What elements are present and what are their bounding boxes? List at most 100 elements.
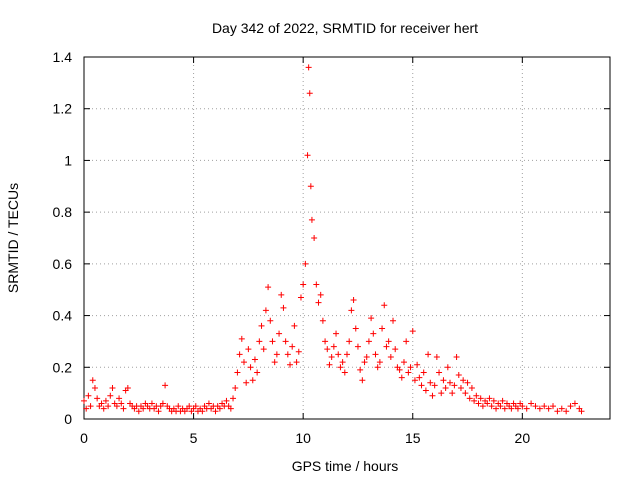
data-point bbox=[431, 382, 438, 389]
data-point bbox=[113, 403, 120, 410]
data-point bbox=[98, 400, 105, 407]
data-point bbox=[247, 364, 254, 371]
grid-lines bbox=[84, 57, 610, 419]
data-point bbox=[230, 395, 237, 402]
data-point bbox=[462, 390, 469, 397]
data-point bbox=[295, 348, 302, 355]
data-point bbox=[227, 405, 234, 412]
data-point bbox=[400, 359, 407, 366]
data-point bbox=[322, 338, 329, 345]
data-point bbox=[348, 307, 355, 314]
data-point bbox=[433, 353, 440, 360]
data-point bbox=[381, 302, 388, 309]
data-point bbox=[440, 377, 447, 384]
data-point bbox=[563, 408, 570, 415]
y-tick-label: 0.6 bbox=[53, 256, 73, 272]
x-tick-label: 10 bbox=[295, 430, 311, 446]
data-point bbox=[102, 397, 109, 404]
data-point bbox=[341, 369, 348, 376]
data-point bbox=[100, 405, 107, 412]
data-point bbox=[284, 351, 291, 358]
data-point bbox=[120, 405, 127, 412]
data-point bbox=[519, 403, 526, 410]
data-point bbox=[414, 361, 421, 368]
data-point bbox=[409, 328, 416, 335]
y-tick-label: 0.2 bbox=[53, 359, 73, 375]
data-point bbox=[455, 372, 462, 379]
data-point bbox=[436, 369, 443, 376]
data-point bbox=[287, 361, 294, 368]
data-point bbox=[118, 400, 125, 407]
x-axis-label: GPS time / hours bbox=[292, 458, 399, 474]
data-point bbox=[251, 356, 258, 363]
data-point bbox=[302, 260, 309, 267]
data-point bbox=[466, 395, 473, 402]
data-point bbox=[416, 374, 423, 381]
data-point bbox=[330, 343, 337, 350]
data-point bbox=[429, 392, 436, 399]
data-point bbox=[387, 353, 394, 360]
data-point bbox=[232, 384, 239, 391]
data-point bbox=[212, 408, 219, 415]
chart-title: Day 342 of 2022, SRMTID for receiver her… bbox=[212, 20, 478, 36]
data-point bbox=[216, 405, 223, 412]
data-point bbox=[550, 403, 557, 410]
data-point bbox=[269, 338, 276, 345]
data-point bbox=[501, 405, 508, 412]
data-point bbox=[346, 338, 353, 345]
y-tick-label: 0.4 bbox=[53, 308, 73, 324]
data-point bbox=[260, 346, 267, 353]
data-point bbox=[497, 403, 504, 410]
data-point bbox=[571, 400, 578, 407]
y-tick-label: 0 bbox=[64, 411, 72, 427]
data-point bbox=[350, 297, 357, 304]
data-point bbox=[392, 346, 399, 353]
data-point bbox=[262, 307, 269, 314]
data-point bbox=[372, 351, 379, 358]
data-point bbox=[460, 377, 467, 384]
data-point bbox=[578, 408, 585, 415]
data-point bbox=[240, 359, 247, 366]
data-point bbox=[273, 351, 280, 358]
data-point bbox=[339, 359, 346, 366]
y-tick-label: 0.8 bbox=[53, 204, 73, 220]
data-point bbox=[536, 405, 543, 412]
data-point bbox=[85, 392, 92, 399]
data-point bbox=[162, 382, 169, 389]
y-axis-label: SRMTID / TECUs bbox=[5, 183, 21, 293]
data-point bbox=[479, 403, 486, 410]
axis-ticks bbox=[83, 56, 610, 420]
data-point bbox=[335, 351, 342, 358]
x-tick-label: 5 bbox=[190, 430, 198, 446]
data-point bbox=[354, 343, 361, 350]
data-point bbox=[508, 405, 515, 412]
data-point bbox=[116, 395, 123, 402]
data-point bbox=[449, 390, 456, 397]
data-point bbox=[486, 395, 493, 402]
data-point bbox=[306, 90, 313, 97]
data-point bbox=[236, 351, 243, 358]
data-point bbox=[313, 281, 320, 288]
data-point bbox=[304, 152, 311, 159]
data-point bbox=[223, 397, 230, 404]
data-point bbox=[471, 397, 478, 404]
data-point bbox=[249, 377, 256, 384]
data-point bbox=[427, 379, 434, 386]
data-point bbox=[488, 403, 495, 410]
data-point bbox=[337, 364, 344, 371]
data-point bbox=[328, 353, 335, 360]
data-point bbox=[148, 400, 155, 407]
data-point bbox=[420, 369, 427, 376]
data-point bbox=[265, 284, 272, 291]
data-point bbox=[81, 397, 87, 404]
data-point bbox=[442, 384, 449, 391]
x-tick-label: 15 bbox=[405, 430, 421, 446]
data-point bbox=[418, 382, 425, 389]
data-point bbox=[245, 346, 252, 353]
data-point bbox=[326, 361, 333, 368]
data-point bbox=[319, 317, 326, 324]
data-point bbox=[308, 216, 315, 223]
data-point bbox=[254, 369, 261, 376]
data-point bbox=[523, 405, 530, 412]
